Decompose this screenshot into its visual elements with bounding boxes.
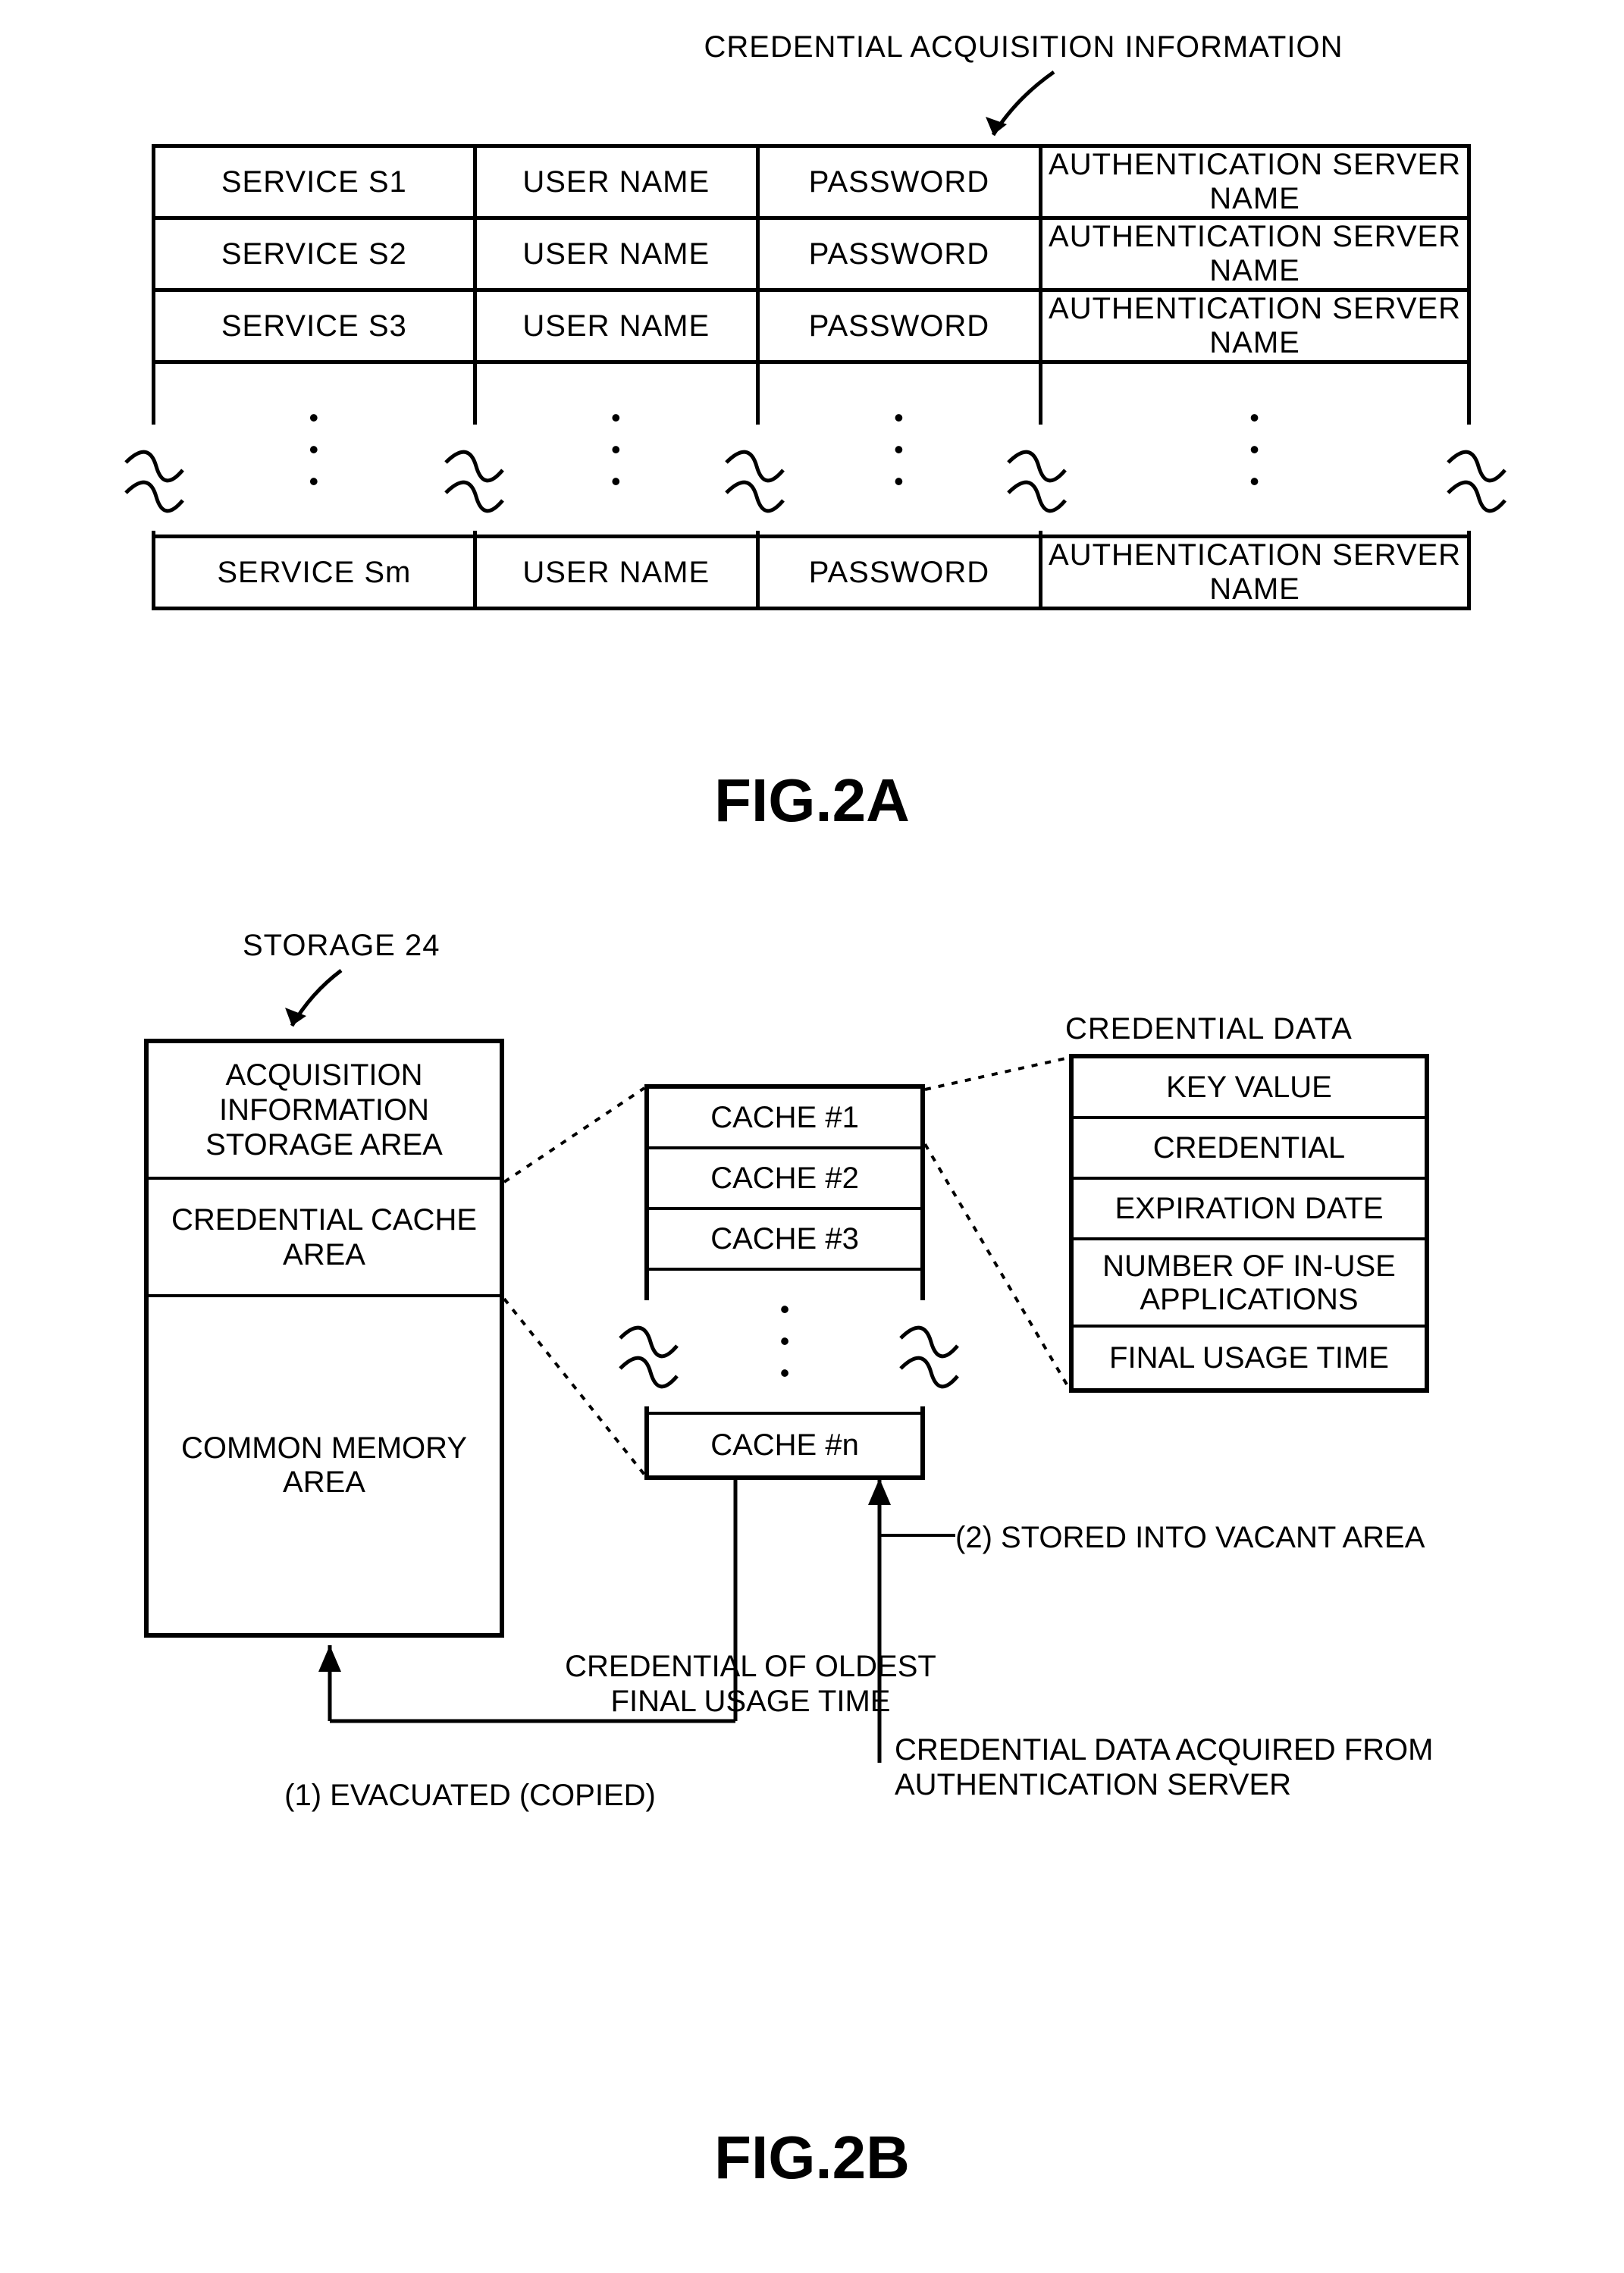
top-label-arrow-icon [948,61,1099,152]
cell-auth: AUTHENTICATION SERVER NAME [1041,290,1469,362]
cell-auth: AUTHENTICATION SERVER NAME [1041,218,1469,290]
fig2b: STORAGE 24 ACQUISITION INFORMATION STORA… [0,929,1624,2142]
cell-service: SERVICE S3 [154,290,475,362]
ellipsis-cell: ••• [475,362,757,537]
cred-expiration: EXPIRATION DATE [1074,1180,1425,1240]
cell-user: USER NAME [475,290,757,362]
cred-num-apps: NUMBER OF IN-USE APPLICATIONS [1074,1240,1425,1328]
anno-stored: (2) STORED INTO VACANT AREA [955,1520,1441,1555]
cell-password: PASSWORD [757,146,1040,218]
cell-password: PASSWORD [757,218,1040,290]
break-mark-icon [613,1300,681,1406]
storage-24-label: STORAGE 24 [243,929,440,962]
cell-password: PASSWORD [757,537,1040,609]
anno-acquired: CREDENTIAL DATA ACQUIRED FROM AUTHENTICA… [895,1732,1456,1802]
storage-24-label-group: STORAGE 24 [243,929,440,1042]
cell-auth: AUTHENTICATION SERVER NAME [1041,146,1469,218]
cell-user: USER NAME [475,537,757,609]
cell-service: SERVICE S2 [154,218,475,290]
cell-user: USER NAME [475,218,757,290]
cell-password: PASSWORD [757,290,1040,362]
storage-box: ACQUISITION INFORMATION STORAGE AREA CRE… [144,1039,504,1638]
ellipsis-cell: ••• [154,362,475,537]
table-row: SERVICE S3 USER NAME PASSWORD AUTHENTICA… [154,290,1469,362]
cache-box: CACHE #1 CACHE #2 CACHE #3 ••• CACHE #n [644,1084,925,1480]
top-label-group: CREDENTIAL ACQUISITION INFORMATION [682,30,1365,152]
table-row-ellipsis: ••• ••• ••• ••• [154,362,1469,537]
figA-caption: FIG.2A [0,766,1624,836]
page: CREDENTIAL ACQUISITION INFORMATION SERVI… [0,0,1624,2273]
anno-evacuated: (1) EVACUATED (COPIED) [258,1778,682,1813]
cred-key-value: KEY VALUE [1074,1058,1425,1119]
table-row: SERVICE Sm USER NAME PASSWORD AUTHENTICA… [154,537,1469,609]
table-row: SERVICE S2 USER NAME PASSWORD AUTHENTICA… [154,218,1469,290]
ellipsis-cell: ••• [757,362,1040,537]
table-row: SERVICE S1 USER NAME PASSWORD AUTHENTICA… [154,146,1469,218]
cell-service: SERVICE Sm [154,537,475,609]
storage-common-area: COMMON MEMORY AREA [149,1297,500,1633]
anno-oldest: CREDENTIAL OF OLDEST FINAL USAGE TIME [538,1649,963,1719]
storage-cache-area: CREDENTIAL CACHE AREA [149,1180,500,1297]
cache-row: CACHE #n [649,1415,920,1475]
credential-acquisition-label: CREDENTIAL ACQUISITION INFORMATION [704,30,1343,64]
cache-row: CACHE #3 [649,1210,920,1271]
ellipsis-cell: ••• [1041,362,1469,537]
cell-user: USER NAME [475,146,757,218]
figB-caption: FIG.2B [0,2123,1624,2193]
credential-data-box: KEY VALUE CREDENTIAL EXPIRATION DATE NUM… [1069,1054,1429,1393]
cache-row: CACHE #2 [649,1149,920,1210]
credential-data-label: CREDENTIAL DATA [1065,1012,1353,1046]
cred-credential: CREDENTIAL [1074,1119,1425,1180]
storage-arrow-icon [258,959,379,1042]
cache-row: CACHE #1 [649,1089,920,1149]
break-mark-icon [893,1300,961,1406]
service-table: SERVICE S1 USER NAME PASSWORD AUTHENTICA… [152,144,1471,610]
cell-auth: AUTHENTICATION SERVER NAME [1041,537,1469,609]
storage-acquisition-area: ACQUISITION INFORMATION STORAGE AREA [149,1043,500,1180]
cache-ellipsis: ••• [649,1271,920,1415]
cred-final-time: FINAL USAGE TIME [1074,1328,1425,1388]
cell-service: SERVICE S1 [154,146,475,218]
